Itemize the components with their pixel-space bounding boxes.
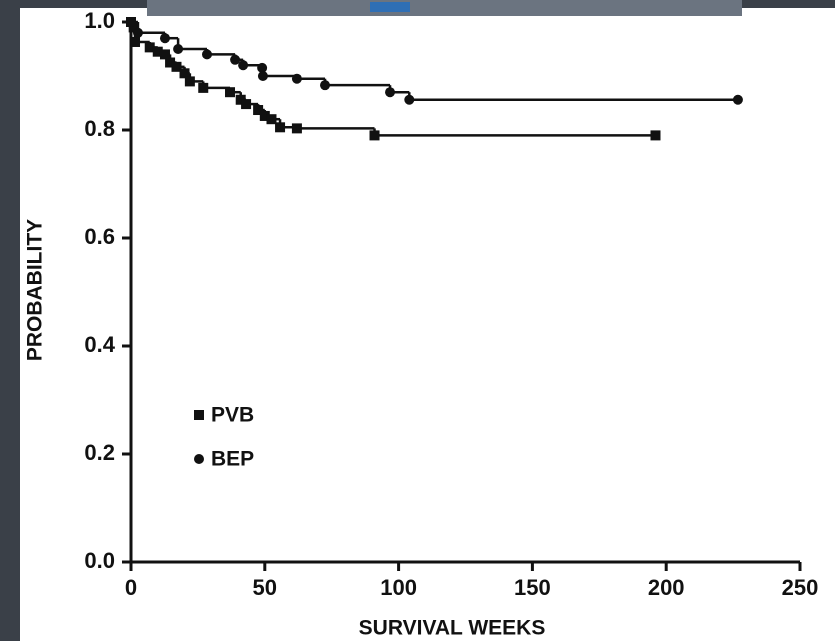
marker	[266, 114, 277, 125]
chart-background	[20, 8, 835, 641]
marker	[179, 68, 190, 79]
marker	[171, 61, 182, 72]
y-tick-label: 0.4	[84, 332, 115, 357]
x-tick-label: 250	[782, 575, 819, 600]
marker	[235, 94, 246, 105]
y-tick-label: 0.2	[84, 440, 115, 465]
x-tick-label: 100	[380, 575, 417, 600]
x-tick-label: 200	[648, 575, 685, 600]
marker	[320, 80, 331, 91]
legend-label: BEP	[211, 448, 254, 471]
x-tick-label: 150	[514, 575, 551, 600]
y-tick-label: 0.0	[84, 548, 115, 573]
marker	[201, 49, 212, 60]
marker	[238, 60, 249, 71]
marker	[259, 110, 270, 121]
marker	[404, 94, 415, 105]
marker	[230, 54, 241, 65]
marker	[128, 22, 139, 33]
photo-detail	[370, 2, 410, 12]
marker	[257, 62, 268, 73]
marker	[253, 105, 264, 116]
marker	[291, 73, 302, 84]
y-tick-label: 0.8	[84, 116, 115, 141]
marker	[144, 42, 155, 53]
x-axis-label: SURVIVAL WEEKS	[359, 617, 546, 640]
legend-label: PVB	[211, 404, 254, 427]
y-axis-label: PROBABILITY	[24, 219, 47, 361]
marker	[732, 94, 743, 105]
marker	[257, 71, 268, 81]
legend-marker	[194, 454, 204, 464]
legend-marker	[194, 410, 204, 420]
marker	[184, 76, 195, 87]
marker	[173, 44, 184, 54]
x-tick-label: 0	[125, 575, 137, 600]
marker	[132, 27, 143, 38]
y-tick-label: 1.0	[84, 8, 115, 33]
marker	[130, 36, 141, 47]
marker	[275, 122, 286, 133]
plot: 0.0 0.2 0.4 0.6 0.8 1.0 0 50 100 150 200 250 SURVIVA…	[24, 8, 819, 640]
marker	[385, 87, 396, 98]
marker	[369, 130, 380, 141]
x-tick-label: 50	[253, 575, 277, 600]
marker	[291, 123, 302, 134]
photo-strip	[147, 0, 742, 16]
marker	[159, 49, 170, 60]
marker	[159, 33, 170, 44]
marker	[126, 17, 136, 27]
marker	[241, 99, 252, 110]
y-tick-label: 0.6	[84, 224, 115, 249]
marker	[152, 46, 163, 57]
marker	[165, 57, 176, 68]
marker	[650, 130, 661, 141]
marker	[198, 82, 209, 93]
marker	[225, 87, 236, 98]
